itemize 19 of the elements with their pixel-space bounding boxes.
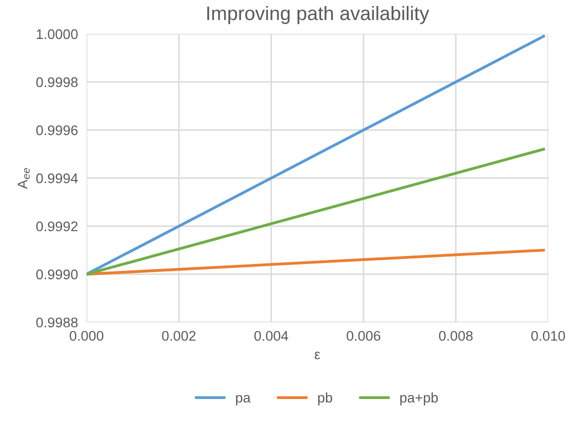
y-tick-label: 0.9990 [36, 270, 78, 280]
y-tick-label: 0.9988 [36, 318, 78, 328]
legend-label: pb [318, 392, 332, 406]
x-tick-label: 0.006 [346, 330, 380, 341]
y-axis-title: A$_{ee}$ [18, 168, 30, 189]
legend-label: pa+pb [400, 392, 438, 406]
x-tick-label: 0.002 [162, 330, 196, 341]
x-tick-label: 0.000 [70, 330, 104, 341]
chart-title: Improving path availability [207, 6, 430, 24]
y-tick-label: 0.9998 [36, 77, 78, 88]
x-tick-label: 0.004 [254, 330, 288, 341]
x-tick-label: 0.010 [531, 330, 565, 341]
legend-label: pa [236, 394, 251, 406]
x-tick-label: 0.008 [438, 330, 473, 341]
x-axis-title: ε [314, 352, 320, 360]
y-tick-label: 1.0000 [36, 29, 78, 40]
y-tick-label: 0.9994 [36, 173, 78, 184]
y-tick-label: 0.9996 [36, 125, 78, 136]
y-tick-label: 0.9992 [36, 221, 78, 232]
